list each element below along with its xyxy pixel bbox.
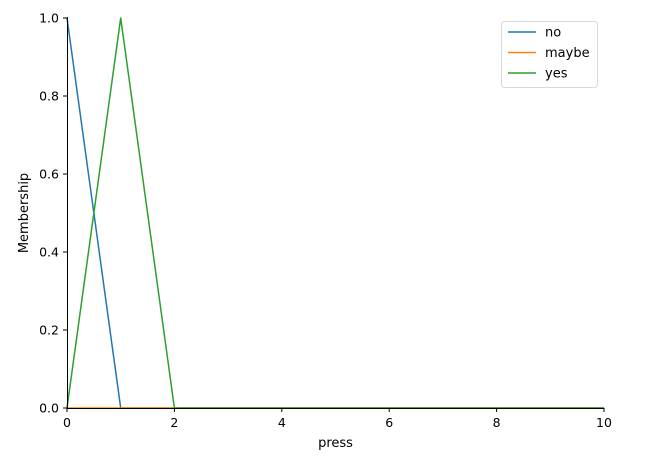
x-tick-label: 6 (385, 415, 393, 430)
y-tick-label: 0.2 (39, 323, 59, 338)
x-axis-label: press (318, 436, 353, 451)
x-tick-label: 8 (493, 415, 501, 430)
ticks-layer: 0 2 4 6 8 10 0.0 0.2 0.4 0.6 0.8 1.0 (39, 11, 612, 431)
legend-label-maybe: maybe (545, 46, 590, 61)
legend-frame (501, 21, 598, 88)
y-tick-label: 0.0 (39, 401, 59, 416)
legend-label-no: no (545, 26, 561, 41)
x-tick-label: 10 (596, 415, 612, 430)
y-axis-label: Membership (17, 173, 32, 253)
x-tick-label: 0 (63, 415, 71, 430)
y-tick-label: 0.4 (39, 245, 59, 260)
y-tick-label: 1.0 (39, 11, 59, 26)
x-tick-label: 4 (278, 415, 286, 430)
legend-label-yes: yes (545, 67, 568, 82)
x-tick-label: 2 (170, 415, 178, 430)
axes-layer (67, 17, 604, 409)
legend-items: no maybe yes (508, 26, 590, 82)
y-tick-label: 0.8 (39, 89, 59, 104)
legend: no maybe yes (501, 21, 598, 88)
y-tick-label: 0.6 (39, 167, 59, 182)
